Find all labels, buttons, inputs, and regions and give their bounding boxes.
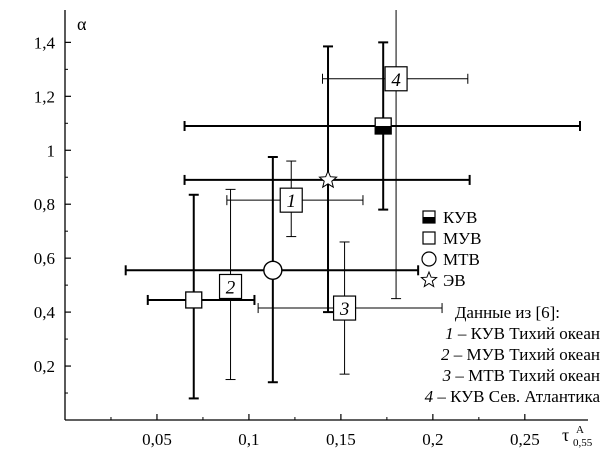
marker-4: 4	[384, 66, 408, 92]
marker-КУВ	[374, 117, 392, 135]
legend-source-number: 1	[445, 324, 454, 343]
numbered-square-label: 1	[286, 191, 296, 212]
y-tick-label: 1,2	[34, 87, 55, 106]
marker-3: 3	[332, 295, 357, 321]
legend-label: МУВ	[443, 229, 482, 248]
y-axis-label: α	[77, 14, 87, 34]
x-tick-label: 0,2	[422, 430, 443, 449]
legend-source-number: 2	[441, 345, 450, 364]
open-circle-icon	[263, 260, 283, 280]
legend-item: МТВ	[421, 250, 480, 269]
legend-source-item: 4 – КУВ Сев. Атлантика	[425, 387, 601, 406]
legend-source-text: – КУВ Тихий океан	[454, 324, 600, 343]
open-circle-icon	[421, 251, 437, 267]
marker-МТВ	[263, 260, 283, 280]
legend-source-text: – МТВ Тихий океан	[451, 366, 600, 385]
legend-item: ЭВ	[420, 270, 466, 290]
marker-ЭВ	[318, 169, 338, 189]
numbered-square-label: 2	[226, 277, 236, 298]
y-tick-label: 1,4	[34, 33, 56, 52]
numbered-square-icon	[384, 66, 408, 92]
y-tick-label: 1	[47, 141, 56, 160]
legend-label: МТВ	[443, 250, 480, 269]
svg-text:τ: τ	[562, 425, 569, 445]
y-tick-label: 0,8	[34, 195, 55, 214]
x-tick-label: 0,25	[510, 430, 540, 449]
y-tick-label: 0,2	[34, 357, 55, 376]
legend-source-title: Данные из [6]:	[455, 303, 560, 322]
half-filled-square-fill	[375, 125, 392, 134]
half-filled-square-fill	[423, 217, 435, 223]
legend-source-item: 1 – КУВ Тихий океан	[445, 324, 600, 343]
legend-source-item: 2 – МУВ Тихий океан	[441, 345, 600, 364]
legend-source-text: – МУВ Тихий океан	[450, 345, 600, 364]
x-axis-label: τ A 0,55	[562, 424, 593, 449]
numbered-square-label: 3	[339, 299, 350, 320]
x-tick-label: 0,15	[326, 430, 356, 449]
y-tick-label: 0,6	[34, 249, 55, 268]
numbered-square-icon	[218, 273, 243, 300]
y-tick-label: 0,4	[34, 303, 56, 322]
open-square-icon	[422, 231, 436, 245]
svg-text:A: A	[576, 424, 584, 436]
svg-text:0,55: 0,55	[573, 437, 593, 449]
legend-item: МУВ	[422, 229, 482, 248]
legend-source-number: 3	[442, 366, 452, 385]
legend-source-number: 4	[425, 387, 434, 406]
legend-item: КУВ	[422, 208, 477, 227]
marker-2: 2	[218, 273, 243, 300]
marker-1: 1	[279, 187, 303, 213]
data-markers: 1 2 3 4	[185, 66, 408, 321]
legend-label: КУВ	[443, 208, 477, 227]
marker-МУВ	[185, 291, 203, 309]
open-star-icon	[318, 169, 338, 189]
legend-source-item: 3 – МТВ Тихий океан	[442, 366, 600, 385]
legend-source-text: – КУВ Сев. Атлантика	[433, 387, 600, 406]
open-star-icon	[420, 270, 438, 288]
x-tick-label: 0,1	[238, 430, 259, 449]
open-square-icon	[185, 291, 203, 309]
numbered-square-icon	[332, 295, 357, 321]
axes: 0,05 0,1 0,15 0,2 0,25 0,2 0,4 0,6 0,8 1 1,2 1,4	[34, 10, 588, 449]
numbered-square-label: 4	[391, 70, 401, 91]
legend-label: ЭВ	[443, 271, 466, 290]
x-tick-label: 0,05	[142, 430, 172, 449]
numbered-square-icon	[279, 187, 303, 213]
